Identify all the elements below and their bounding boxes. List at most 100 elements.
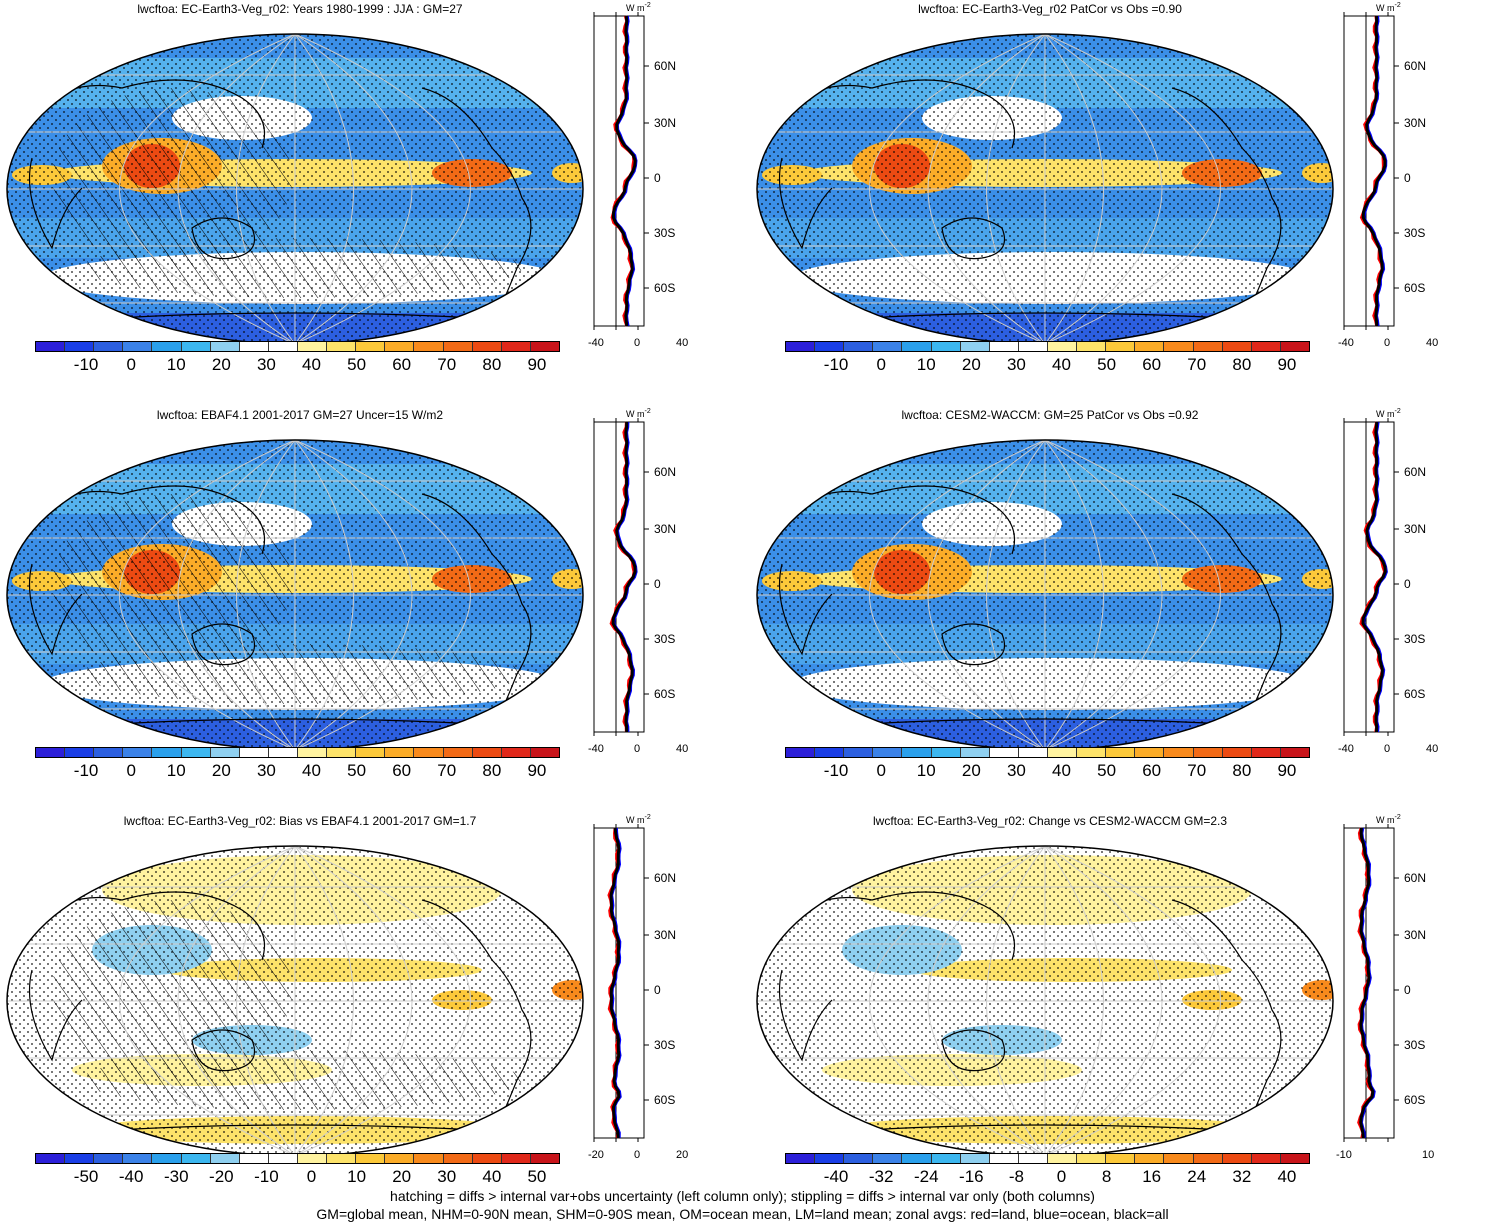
colorbar-label: 70: [1187, 761, 1207, 780]
colorbar-swatch: [1077, 1154, 1107, 1163]
colorbar-label: 60: [392, 355, 412, 374]
colorbar-label: 80: [482, 761, 502, 780]
colorbar-swatch: [1047, 1154, 1078, 1163]
colorbar-swatch: [989, 1154, 1019, 1163]
colorbar-label: -10: [823, 761, 849, 780]
colorbar-swatch: [210, 748, 240, 757]
colorbar-swatch: [152, 1154, 182, 1163]
colorbar-label: 20: [211, 761, 231, 780]
colorbar-swatch: [873, 1154, 903, 1163]
colorbar: [785, 1153, 1310, 1164]
zonal-lat-label: 60N: [1404, 59, 1427, 73]
colorbar-label: -10: [73, 761, 99, 780]
colorbar-swatch: [844, 342, 874, 351]
colorbar-swatch: [530, 342, 559, 351]
colorbar-swatch: [1077, 342, 1107, 351]
colorbar-label: 90: [527, 761, 547, 780]
panel-5: lwcftoa: EC-Earth3-Veg_r02: Bias vs EBAF…: [0, 812, 740, 1212]
colorbar-swatch: [414, 342, 444, 351]
zonal-lat-label: 60N: [654, 465, 677, 479]
colorbar-swatch: [1018, 748, 1048, 757]
colorbar-label: -8: [1008, 1167, 1024, 1186]
colorbar-swatch: [1193, 342, 1223, 351]
colorbar-label: 30: [256, 761, 276, 780]
colorbar-swatch: [239, 1154, 269, 1163]
zonal-lat-label: 30N: [1404, 116, 1427, 130]
zonal-average-plot: [1343, 12, 1399, 330]
colorbar-swatch: [989, 748, 1019, 757]
colorbar-swatch: [472, 1154, 502, 1163]
colorbar-label: 32: [1232, 1167, 1252, 1186]
map-field: [7, 440, 583, 750]
zonal-unit: W m-2: [626, 814, 651, 825]
zonal-line-all: [611, 15, 637, 327]
zonal-lat-label: 60N: [654, 59, 677, 73]
zonal-tick-label: 40: [676, 743, 689, 755]
colorbar-swatch: [327, 1154, 357, 1163]
colorbar-label: 50: [347, 761, 367, 780]
colorbar-label: -40: [823, 1167, 849, 1186]
colorbar-label: 10: [347, 1167, 367, 1186]
zonal-tick-label: 40: [1426, 337, 1439, 349]
colorbar-swatch: [1047, 342, 1078, 351]
zonal-tick-label: -40: [588, 337, 604, 349]
colorbar-label: 30: [437, 1167, 457, 1186]
colorbar-swatch: [1018, 1154, 1048, 1163]
colorbar-swatch: [181, 748, 211, 757]
colorbar-swatch: [1280, 1154, 1309, 1163]
colorbar-swatch: [152, 342, 182, 351]
colorbar-label: -10: [73, 355, 99, 374]
zonal-lat-label: 30S: [654, 632, 676, 646]
colorbar-swatch: [1047, 748, 1078, 757]
colorbar-label: -30: [163, 1167, 189, 1186]
footer-line-1: hatching = diffs > internal var+obs unce…: [390, 1188, 1095, 1204]
zonal-line-all: [1361, 421, 1387, 733]
colorbar-swatch: [94, 342, 124, 351]
zonal-average-plot: [1343, 418, 1399, 736]
colorbar-label: 70: [1187, 355, 1207, 374]
colorbar-label: 70: [437, 761, 457, 780]
zonal-lat-label: 60S: [1404, 687, 1426, 701]
zonal-lat-label: 30N: [1404, 928, 1427, 942]
zonal-average-plot: [593, 12, 649, 330]
colorbar-label: 90: [1277, 355, 1297, 374]
colorbar-label: -10: [823, 355, 849, 374]
zonal-tick-label: 0: [634, 743, 641, 755]
zonal-tick-label: 0: [634, 1149, 641, 1161]
zonal-lat-label: 0: [1404, 577, 1411, 591]
colorbar-swatch: [873, 342, 903, 351]
colorbar-swatch: [1106, 342, 1136, 351]
map-field: [7, 34, 583, 344]
colorbar-swatch: [210, 342, 240, 351]
colorbar-swatch: [443, 342, 473, 351]
map-field: [7, 846, 583, 1156]
colorbar-label: 20: [392, 1167, 412, 1186]
colorbar-swatch: [786, 748, 816, 757]
colorbar-swatch: [36, 1154, 66, 1163]
zonal-unit: W m-2: [1376, 408, 1401, 419]
zonal-lat-label: 60S: [654, 281, 676, 295]
zonal-lat-label: 30N: [654, 928, 677, 942]
colorbar-swatch: [123, 342, 153, 351]
colorbar-swatch: [501, 748, 531, 757]
zonal-tick-label: -40: [1338, 743, 1354, 755]
colorbar-swatch: [844, 1154, 874, 1163]
panel-title: lwcftoa: EC-Earth3-Veg_r02: Change vs CE…: [872, 814, 1228, 828]
colorbar-swatch: [902, 748, 932, 757]
colorbar-swatch: [1280, 342, 1309, 351]
colorbar-label: -16: [959, 1167, 984, 1186]
colorbar-swatch: [931, 342, 961, 351]
zonal-lat-label: 60S: [654, 1093, 676, 1107]
colorbar-label: -40: [118, 1167, 144, 1186]
colorbar-swatch: [1135, 342, 1165, 351]
colorbar-swatch: [181, 1154, 211, 1163]
zonal-lat-label: 60N: [1404, 871, 1427, 885]
colorbar-label: 60: [1142, 355, 1162, 374]
colorbar-swatch: [268, 342, 298, 351]
colorbar-swatch: [65, 1154, 95, 1163]
colorbar-swatch: [356, 1154, 386, 1163]
colorbar-swatch: [65, 342, 95, 351]
colorbar-swatch: [1222, 1154, 1252, 1163]
colorbar-swatch: [94, 1154, 124, 1163]
map-field: [757, 440, 1333, 750]
